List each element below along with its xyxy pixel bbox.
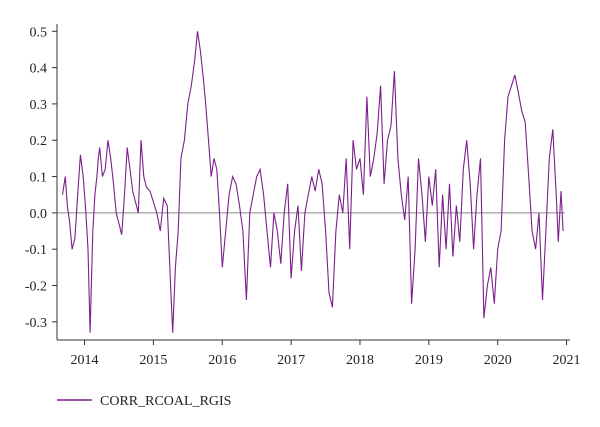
- y-tick-label: -0.3: [25, 316, 47, 331]
- series-group: [61, 31, 564, 333]
- y-tick-label: 0.2: [30, 134, 48, 149]
- x-tick-label: 2021: [553, 353, 581, 368]
- x-tick-label: 2017: [277, 353, 305, 368]
- x-tick-label: 2015: [139, 353, 167, 368]
- axes-group: -0.3 -0.2 -0.1 0.0 0.1 0.2 0.3 0.4 0.5 2014 2015 20…: [25, 24, 581, 368]
- x-tick-label: 2014: [71, 353, 99, 368]
- y-tick-label: 0.0: [30, 207, 48, 222]
- y-tick-label: -0.2: [25, 280, 47, 295]
- y-tick-label: 0.4: [30, 62, 48, 77]
- x-tick-label: 2020: [484, 353, 512, 368]
- x-tick-label: 2018: [346, 353, 374, 368]
- x-tick-label: 2019: [415, 353, 443, 368]
- x-tick-label: 2016: [208, 353, 236, 368]
- legend: CORR_RCOAL_RGIS: [57, 394, 231, 409]
- series-line: [61, 31, 564, 333]
- y-tick-label: 0.5: [30, 25, 48, 40]
- y-tick-label: -0.1: [25, 243, 47, 258]
- y-tick-label: 0.3: [30, 98, 48, 113]
- y-tick-label: 0.1: [30, 171, 48, 186]
- legend-label: CORR_RCOAL_RGIS: [100, 394, 231, 409]
